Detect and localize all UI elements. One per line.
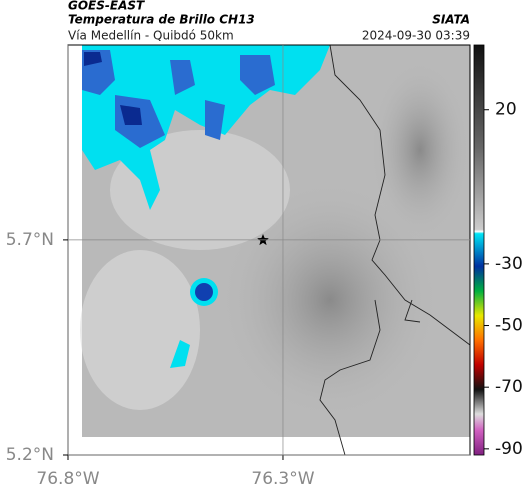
colorbar-tick-label: -30 <box>495 254 523 274</box>
title: Temperatura de Brillo CH13 <box>68 13 255 27</box>
satellite-image <box>68 44 471 456</box>
y-tick-label: 5.2°N <box>6 445 54 465</box>
y-tick-label: 5.7°N <box>6 230 54 250</box>
x-tick-label: 76.8°W <box>36 469 99 489</box>
agency: SIATA <box>432 13 470 27</box>
colorbar-tick-label: -90 <box>495 439 523 459</box>
source: GOES-EAST <box>68 0 145 13</box>
colorbar-tick-label: 20 <box>495 100 517 120</box>
colorbar <box>473 44 485 456</box>
subtitle: Vía Medellín - Quibdó 50km <box>68 29 234 43</box>
colorbar-tick-label: -70 <box>495 377 523 397</box>
x-tick-label: 76.3°W <box>251 469 314 489</box>
colorbar-tick-label: -50 <box>495 316 523 336</box>
datetime: 2024-09-30 03:39 <box>362 29 470 43</box>
